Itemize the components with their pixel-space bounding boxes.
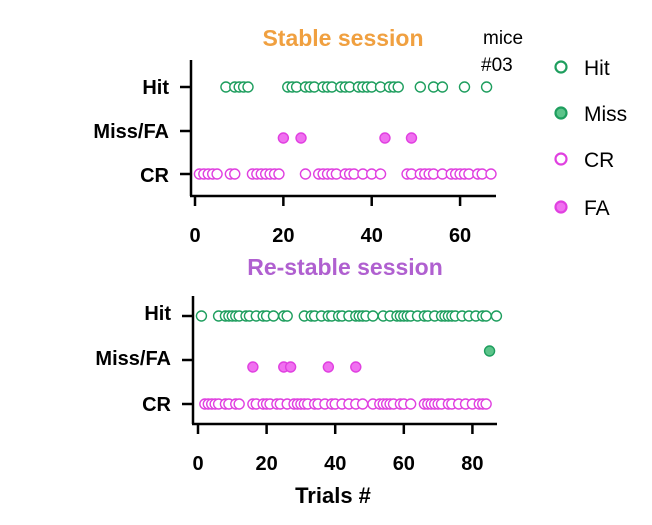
point-hit xyxy=(480,81,493,93)
x-axis-label: Trials # xyxy=(295,483,371,508)
point-hit xyxy=(242,81,254,93)
point-fa xyxy=(277,132,290,144)
point-fa xyxy=(295,132,307,144)
legend-label: Miss xyxy=(584,103,627,126)
data-points xyxy=(193,81,497,180)
point-hit xyxy=(436,81,449,93)
x-ticks: 0 20 40 60 80 xyxy=(192,424,484,475)
point-cr xyxy=(229,168,241,180)
row-label-hit: Hit xyxy=(142,77,169,99)
point-fa xyxy=(350,361,362,373)
point-cr xyxy=(485,168,497,180)
x-tick-label: 80 xyxy=(461,453,483,475)
point-hit xyxy=(195,310,208,322)
legend-label: FA xyxy=(584,197,610,220)
point-hit xyxy=(414,81,427,93)
legend: Hit Miss CR FA xyxy=(554,57,627,220)
x-tick-label: 0 xyxy=(192,453,203,475)
legend-item-hit: Hit xyxy=(554,57,610,80)
point-cr xyxy=(299,168,312,180)
legend-marker xyxy=(554,200,568,214)
point-hit xyxy=(480,310,492,322)
row-label-missfa: Miss/FA xyxy=(95,348,171,370)
row-label-hit: Hit xyxy=(144,303,171,325)
x-tick-label: 40 xyxy=(361,225,383,247)
x-tick-label: 60 xyxy=(449,225,471,247)
x-ticks: 0 20 40 60 xyxy=(189,196,471,247)
x-tick-label: 20 xyxy=(255,453,277,475)
panel-title-restable: Re-stable session xyxy=(247,254,443,280)
data-points xyxy=(195,310,503,410)
legend-marker xyxy=(554,106,568,120)
x-tick-label: 60 xyxy=(393,453,415,475)
point-hit xyxy=(490,310,503,322)
x-tick-label: 40 xyxy=(324,453,346,475)
point-fa xyxy=(322,361,335,373)
legend-marker xyxy=(554,152,568,166)
point-cr xyxy=(273,168,285,180)
point-fa xyxy=(379,132,391,144)
panel-stable: Stable session Hit Miss/FA CR 0 20 40 60 xyxy=(93,25,497,247)
point-hit xyxy=(392,81,404,93)
legend-label: Hit xyxy=(584,57,610,80)
point-fa xyxy=(284,361,297,373)
row-label-missfa: Miss/FA xyxy=(93,121,169,143)
legend-label: CR xyxy=(584,149,614,172)
point-hit xyxy=(281,310,293,322)
point-cr xyxy=(233,398,245,410)
mouse-note-line2: #03 xyxy=(481,55,513,76)
panel-title-stable: Stable session xyxy=(262,25,423,51)
point-hit xyxy=(458,81,471,93)
point-cr xyxy=(356,398,369,410)
point-cr xyxy=(404,398,417,410)
point-fa xyxy=(247,361,259,373)
row-label-cr: CR xyxy=(140,165,169,187)
point-cr xyxy=(211,168,223,180)
x-tick-label: 0 xyxy=(189,225,200,247)
x-tick-label: 20 xyxy=(272,225,294,247)
point-cr xyxy=(374,168,387,180)
point-fa xyxy=(405,132,418,144)
panel-restable: Re-stable session Hit Miss/FA CR 0 20 40 60… xyxy=(95,254,503,508)
point-hit xyxy=(367,310,379,322)
point-hit xyxy=(267,310,280,322)
legend-item-cr: CR xyxy=(554,149,614,172)
point-miss xyxy=(483,345,496,357)
point-cr xyxy=(480,398,492,410)
legend-marker xyxy=(554,60,568,74)
mouse-note-line1: mice xyxy=(483,28,523,49)
legend-item-fa: FA xyxy=(554,197,610,220)
row-label-cr: CR xyxy=(142,394,171,416)
legend-item-miss: Miss xyxy=(554,103,627,126)
